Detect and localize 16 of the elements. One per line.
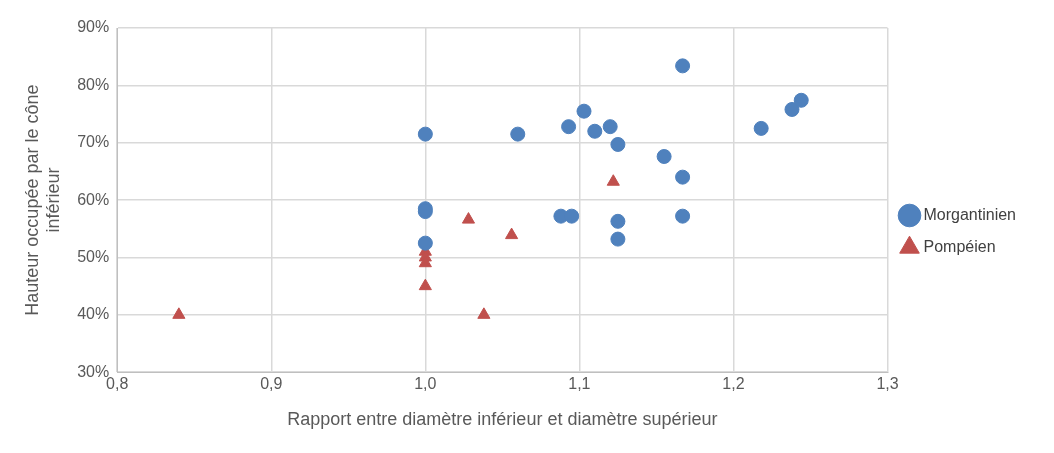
y-tick-label: 60% xyxy=(77,190,110,208)
x-tick-label: 0,9 xyxy=(260,375,283,393)
y-tick-label: 80% xyxy=(77,75,110,93)
x-tick-label: 1,0 xyxy=(414,375,437,393)
x-tick-label: 1,3 xyxy=(876,375,899,393)
y-tick-label: 40% xyxy=(77,305,110,323)
x-tick-label: 0,8 xyxy=(106,375,129,393)
y-tick-label: 90% xyxy=(77,18,110,36)
y-axis-title: Hauteur occupée par le cône inférieur xyxy=(21,84,64,316)
x-tick-label: 1,1 xyxy=(568,375,591,393)
legend-label: Morgantinien xyxy=(923,205,1016,223)
x-tick-label: 1,2 xyxy=(722,375,745,393)
x-axis-title: Rapport entre diamètre inférieur et diamètre supérieur xyxy=(287,409,718,430)
legend-label: Pompéien xyxy=(923,237,996,255)
y-tick-label: 70% xyxy=(77,133,110,151)
y-tick-label: 50% xyxy=(77,247,110,265)
